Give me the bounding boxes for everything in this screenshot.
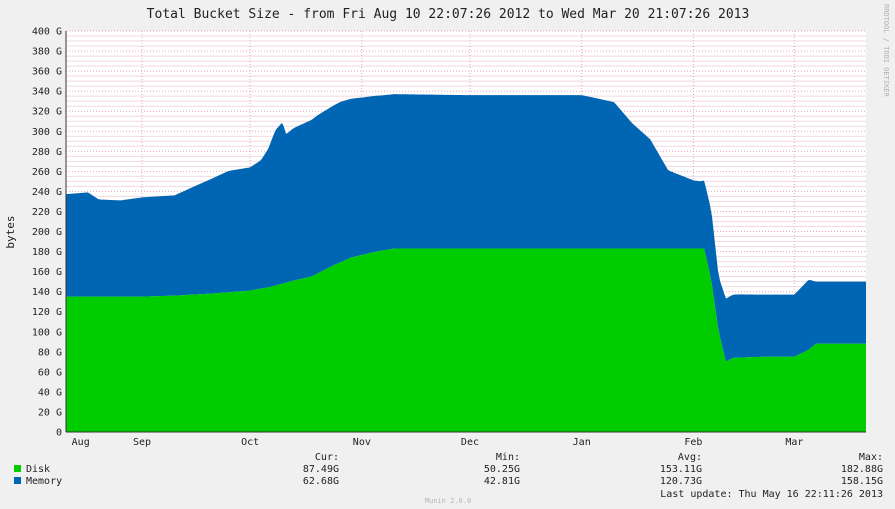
x-tick-label: Sep	[133, 437, 151, 448]
x-tick-label: Nov	[353, 437, 371, 448]
y-tick-label: 340 G	[32, 87, 62, 98]
chart-title: Total Bucket Size - from Fri Aug 10 22:0…	[147, 7, 750, 22]
memory-min: 42.81G	[484, 476, 520, 487]
disk-legend-swatch	[14, 465, 21, 472]
y-tick-label: 20 G	[38, 407, 62, 418]
y-tick-label: 140 G	[32, 287, 62, 298]
y-tick-label: 180 G	[32, 247, 62, 258]
disk-max: 182.88G	[841, 464, 883, 475]
x-tick-label: Dec	[461, 437, 479, 448]
munin-version: Munin 2.0.0	[425, 497, 471, 505]
disk-legend-label: Disk	[26, 464, 50, 475]
x-tick-label: Jan	[573, 437, 591, 448]
y-tick-label: 400 G	[32, 27, 62, 38]
y-tick-labels: 0 20 G 40 G 60 G 80 G 100 G 120 G 140 G 160 G 180…	[32, 27, 62, 439]
y-tick-label: 100 G	[32, 327, 62, 338]
y-axis-label: bytes	[4, 215, 17, 248]
disk-avg: 153.11G	[660, 464, 702, 475]
y-tick-label: 60 G	[38, 367, 62, 378]
y-tick-label: 240 G	[32, 187, 62, 198]
memory-max: 158.15G	[841, 476, 883, 487]
legend: Cur: Min: Avg: Max: Disk 87.49G 50.25G 1…	[14, 452, 883, 487]
rrdtool-watermark: RRDTOOL / TOBI OETIKER	[882, 4, 890, 98]
legend-col-cur: Cur:	[315, 452, 339, 463]
x-tick-label: Oct	[241, 437, 259, 448]
last-update-text: Last update: Thu May 16 22:11:26 2013	[660, 489, 883, 500]
y-tick-label: 360 G	[32, 67, 62, 78]
x-tick-label: Aug	[72, 437, 90, 448]
y-tick-label: 120 G	[32, 307, 62, 318]
y-tick-label: 0	[56, 428, 62, 439]
y-tick-label: 220 G	[32, 207, 62, 218]
legend-col-avg: Avg:	[678, 452, 702, 463]
legend-col-max: Max:	[859, 452, 883, 463]
y-tick-label: 200 G	[32, 227, 62, 238]
memory-legend-label: Memory	[26, 476, 62, 487]
y-tick-label: 320 G	[32, 107, 62, 118]
memory-area	[66, 94, 866, 362]
memory-cur: 62.68G	[303, 476, 339, 487]
y-tick-label: 40 G	[38, 387, 62, 398]
y-tick-label: 260 G	[32, 167, 62, 178]
y-tick-label: 300 G	[32, 127, 62, 138]
y-tick-label: 280 G	[32, 147, 62, 158]
memory-legend-swatch	[14, 477, 21, 484]
disk-min: 50.25G	[484, 464, 520, 475]
legend-col-min: Min:	[496, 452, 520, 463]
x-tick-labels: Aug Sep Oct Nov Dec Jan Feb Mar	[72, 437, 804, 448]
x-tick-label: Mar	[785, 437, 803, 448]
memory-avg: 120.73G	[660, 476, 702, 487]
y-tick-label: 80 G	[38, 347, 62, 358]
disk-area	[66, 248, 866, 432]
y-tick-label: 380 G	[32, 47, 62, 58]
disk-cur: 87.49G	[303, 464, 339, 475]
y-tick-label: 160 G	[32, 267, 62, 278]
x-tick-label: Feb	[684, 437, 702, 448]
